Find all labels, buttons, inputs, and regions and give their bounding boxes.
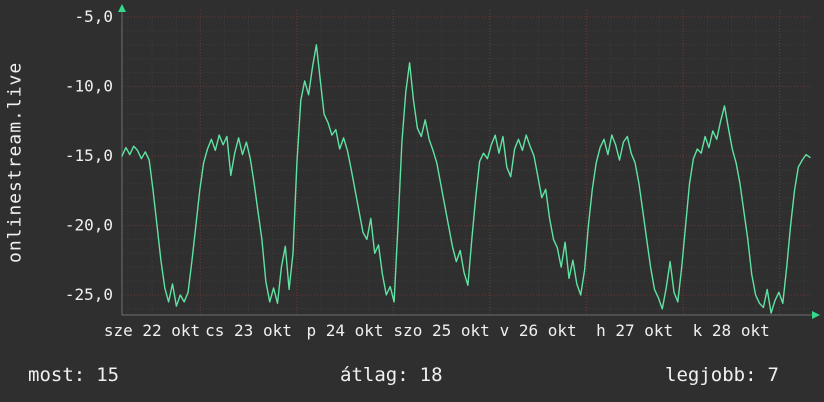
stat-current: most: 15	[28, 364, 119, 386]
y-axis-tick-label: -15,0	[65, 146, 113, 165]
y-axis-arrow-icon	[118, 4, 126, 12]
x-axis-tick-label: p 24 okt	[306, 321, 383, 340]
stat-average-value: 18	[419, 364, 443, 386]
stat-average-label: átlag:	[340, 364, 409, 386]
stat-current-label: most:	[28, 364, 86, 386]
x-axis-tick-label: v 26 okt	[500, 321, 577, 340]
stat-best-value: 7	[767, 364, 779, 386]
series-line	[121, 44, 811, 314]
stat-average: átlag: 18	[340, 364, 443, 386]
x-axis-tick-label: sze 22 okt	[104, 321, 200, 340]
x-axis-arrow-icon	[812, 311, 820, 319]
x-axis-tick-label: cs 23 okt	[205, 321, 292, 340]
stat-best-label: legjobb:	[665, 364, 757, 386]
stat-current-value: 15	[96, 364, 120, 386]
x-axis-tick-label: k 28 okt	[693, 321, 770, 340]
y-axis-tick-label: -10,0	[65, 77, 113, 96]
y-axis-tick-label: -25,0	[65, 285, 113, 304]
x-axis-tick-label: szo 25 okt	[393, 321, 489, 340]
y-axis-tick-label: -20,0	[65, 216, 113, 235]
y-axis-tick-label: -5,0	[74, 7, 113, 26]
x-axis-tick-label: h 27 okt	[596, 321, 673, 340]
stat-best: legjobb: 7	[665, 364, 779, 386]
stats-row: most: 15 átlag: 18 legjobb: 7	[0, 364, 824, 394]
